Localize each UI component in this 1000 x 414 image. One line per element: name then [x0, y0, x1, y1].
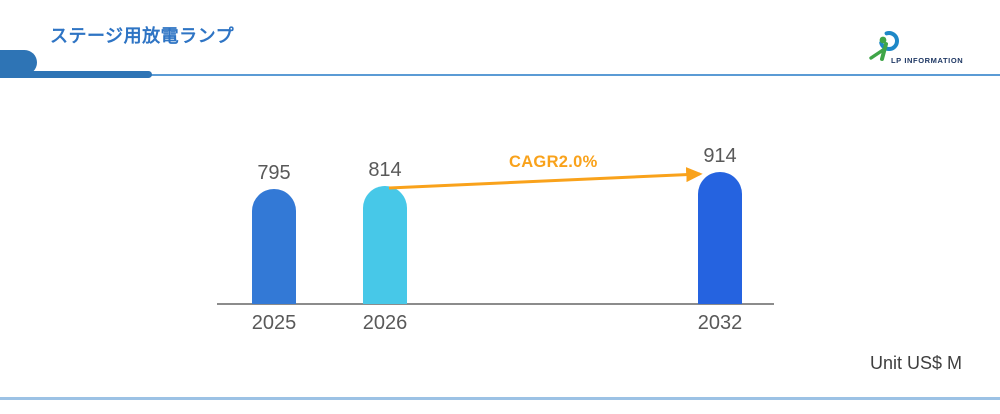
value-label-2025: 795 — [257, 162, 291, 184]
x-axis-line — [217, 303, 774, 305]
lp-logo-icon — [869, 31, 899, 61]
lp-logo-text: LP INFORMATION — [891, 56, 964, 65]
header-accent-bar — [0, 71, 152, 78]
value-label-2026: 814 — [368, 159, 402, 181]
category-label-2032: 2032 — [697, 312, 743, 334]
page-title: ステージ用放電ランプ — [50, 26, 235, 46]
header-accent-tab — [0, 50, 37, 75]
cagr-label: CAGR2.0% — [509, 153, 598, 171]
bar-2032 — [698, 172, 742, 304]
footer-rule — [0, 397, 1000, 400]
category-label-2025: 2025 — [251, 312, 297, 334]
value-label-2032: 914 — [703, 145, 737, 167]
header-rule — [0, 74, 1000, 76]
bar-2025 — [252, 189, 296, 304]
unit-label: Unit US$ M — [869, 353, 962, 373]
bar-2026 — [363, 186, 407, 304]
category-label-2026: 2026 — [362, 312, 408, 334]
lp-information-logo: LP INFORMATION — [866, 30, 976, 66]
